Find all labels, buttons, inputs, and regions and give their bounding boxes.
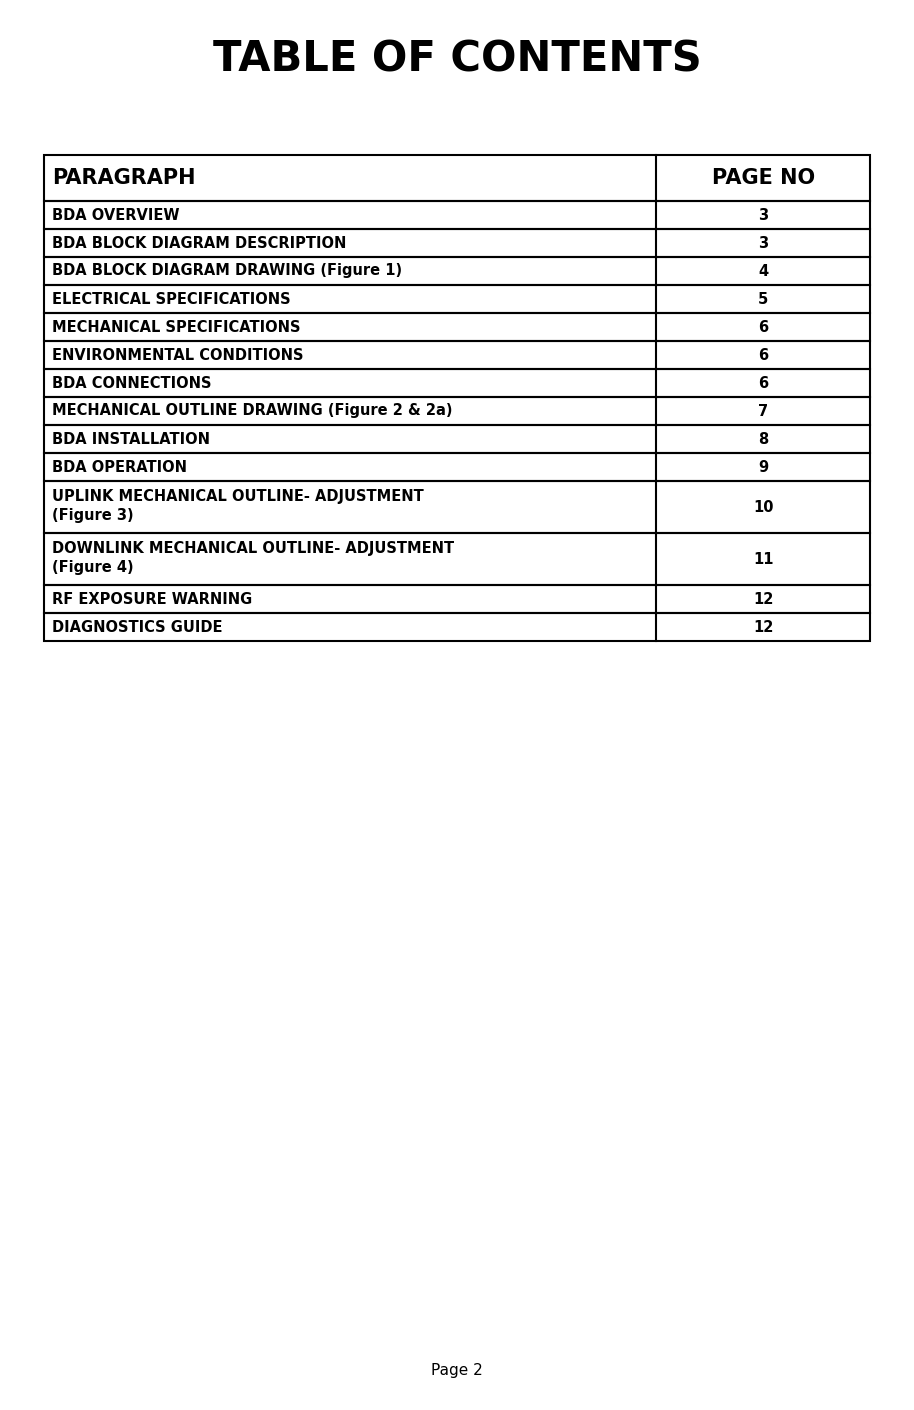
Bar [44, 481, 870, 533]
Text: 8: 8 [758, 431, 769, 447]
Text: ELECTRICAL SPECIFICATIONS: ELECTRICAL SPECIFICATIONS [52, 292, 291, 306]
Text: BDA OPERATION: BDA OPERATION [52, 460, 186, 475]
Text: BDA BLOCK DIAGRAM DESCRIPTION: BDA BLOCK DIAGRAM DESCRIPTION [52, 235, 346, 251]
Text: DOWNLINK MECHANICAL OUTLINE- ADJUSTMENT
(Figure 4): DOWNLINK MECHANICAL OUTLINE- ADJUSTMENT … [52, 540, 454, 575]
Text: PAGE NO: PAGE NO [712, 168, 814, 188]
Bar [44, 613, 870, 642]
Text: 4: 4 [758, 264, 769, 279]
Text: 7: 7 [758, 403, 769, 419]
Text: 3: 3 [758, 235, 769, 251]
Text: 3: 3 [758, 207, 769, 223]
Bar [44, 285, 870, 313]
Bar [44, 398, 870, 424]
Bar [44, 155, 870, 202]
Text: BDA INSTALLATION: BDA INSTALLATION [52, 431, 210, 447]
Text: 6: 6 [758, 375, 769, 391]
Bar [44, 533, 870, 585]
Text: BDA BLOCK DIAGRAM DRAWING (Figure 1): BDA BLOCK DIAGRAM DRAWING (Figure 1) [52, 264, 402, 279]
Text: MECHANICAL OUTLINE DRAWING (Figure 2 & 2a): MECHANICAL OUTLINE DRAWING (Figure 2 & 2… [52, 403, 452, 419]
Text: MECHANICAL SPECIFICATIONS: MECHANICAL SPECIFICATIONS [52, 320, 301, 334]
Text: BDA CONNECTIONS: BDA CONNECTIONS [52, 375, 211, 391]
Text: RF EXPOSURE WARNING: RF EXPOSURE WARNING [52, 592, 252, 606]
Bar [44, 585, 870, 613]
Bar [44, 369, 870, 398]
Bar [44, 228, 870, 257]
Bar [44, 453, 870, 481]
Text: TABLE OF CONTENTS: TABLE OF CONTENTS [213, 38, 701, 80]
Text: UPLINK MECHANICAL OUTLINE- ADJUSTMENT
(Figure 3): UPLINK MECHANICAL OUTLINE- ADJUSTMENT (F… [52, 489, 423, 523]
Text: 11: 11 [753, 551, 773, 567]
Bar [44, 202, 870, 228]
Text: PARAGRAPH: PARAGRAPH [52, 168, 196, 188]
Text: 9: 9 [758, 460, 769, 475]
Bar [44, 341, 870, 369]
Bar [44, 257, 870, 285]
Text: ENVIRONMENTAL CONDITIONS: ENVIRONMENTAL CONDITIONS [52, 347, 303, 362]
Text: BDA OVERVIEW: BDA OVERVIEW [52, 207, 179, 223]
Text: 6: 6 [758, 320, 769, 334]
Bar [44, 313, 870, 341]
Text: 12: 12 [753, 619, 773, 634]
Text: 12: 12 [753, 592, 773, 606]
Text: 5: 5 [758, 292, 769, 306]
Text: 10: 10 [753, 499, 773, 515]
Text: 6: 6 [758, 347, 769, 362]
Text: DIAGNOSTICS GUIDE: DIAGNOSTICS GUIDE [52, 619, 222, 634]
Bar [44, 424, 870, 453]
Text: Page 2: Page 2 [431, 1362, 483, 1378]
